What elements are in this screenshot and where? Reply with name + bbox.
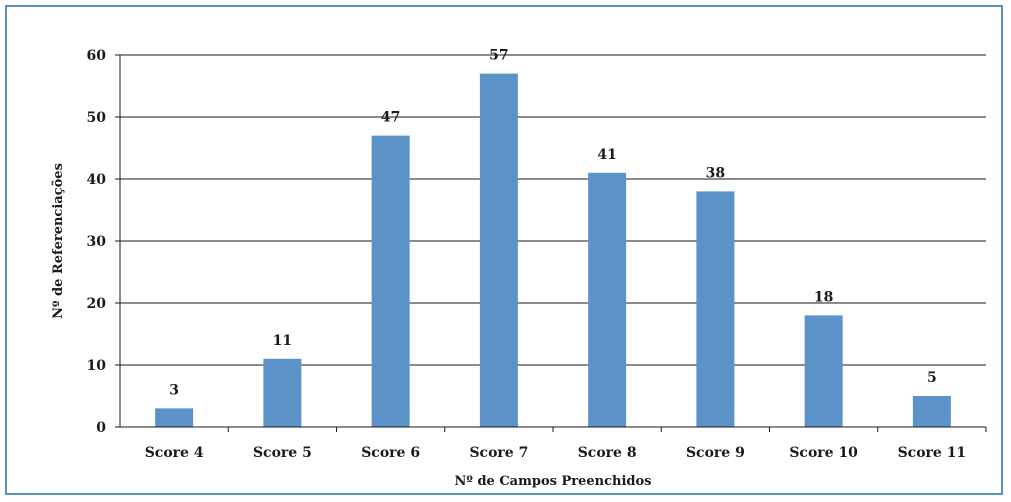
- bar: [912, 396, 951, 427]
- bar: [155, 408, 194, 427]
- y-tick-labels: 0 10 20 30 40 50 60: [87, 48, 120, 436]
- data-label: 47: [381, 110, 400, 126]
- y-tick-label: 60: [87, 48, 107, 64]
- x-tick-label: Score 10: [789, 445, 858, 461]
- x-tick-labels: Score 4 Score 5 Score 6 Score 7 Score 8 Score…: [145, 427, 987, 461]
- x-tick-label: Score 7: [469, 445, 528, 461]
- y-tick-label: 0: [96, 420, 106, 436]
- y-tick-label: 50: [87, 110, 107, 126]
- bars: [155, 73, 951, 427]
- gridlines: [120, 54, 986, 366]
- x-axis-label: Nº de Campos Preenchidos: [455, 474, 652, 489]
- bar: [479, 73, 518, 427]
- x-tick-label: Score 4: [145, 445, 204, 461]
- x-tick-label: Score 6: [361, 445, 420, 461]
- y-tick-label: 10: [87, 358, 107, 374]
- x-tick-label: Score 9: [686, 445, 745, 461]
- x-tick-label: Score 11: [898, 445, 967, 461]
- data-label: 38: [706, 165, 725, 181]
- y-tick-label: 30: [87, 234, 107, 250]
- y-tick-label: 20: [87, 296, 107, 312]
- data-label: 18: [814, 289, 833, 305]
- data-label: 41: [597, 147, 616, 163]
- bar: [371, 135, 410, 427]
- data-label: 3: [169, 382, 179, 398]
- bar: [588, 172, 627, 427]
- data-label: 5: [927, 370, 937, 386]
- x-tick-label: Score 5: [253, 445, 312, 461]
- bar: [263, 358, 302, 427]
- data-label: 57: [489, 48, 508, 64]
- bar: [696, 191, 735, 427]
- data-labels: 3 11 47 57 41 38 18 5: [169, 48, 937, 399]
- data-label: 11: [273, 333, 292, 349]
- y-tick-label: 40: [87, 172, 107, 188]
- y-axis-label: Nº de Referenciações: [51, 163, 66, 319]
- x-tick-label: Score 8: [578, 445, 637, 461]
- bar: [804, 315, 843, 427]
